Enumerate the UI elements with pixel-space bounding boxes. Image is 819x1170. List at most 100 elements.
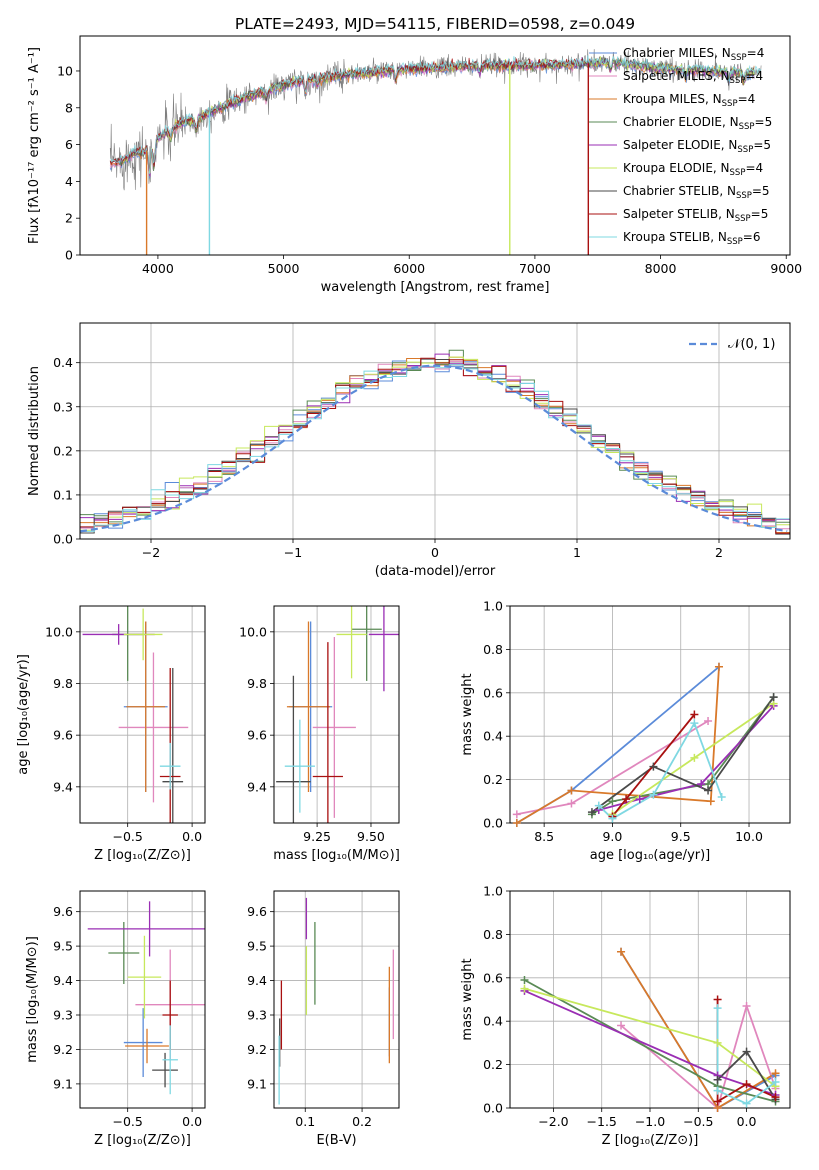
panel-ebv-mass: 0.1 0.2 9.1 9.2 9.3 9.4 9.5 9.6 E(B-V) bbox=[247, 890, 400, 1148]
weight-series-line bbox=[716, 1008, 777, 1105]
y-tick-label: 9.2 bbox=[53, 1042, 73, 1057]
panel-z-mass: −0.5 0.0 9.1 9.2 9.3 9.4 9.5 9.6 Z [log₁₀(Z/Z⊙)]… bbox=[25, 890, 206, 1148]
y-tick-label: 10.0 bbox=[45, 624, 73, 639]
x-tick-label: 0.0 bbox=[182, 1114, 202, 1129]
y-tick-label: 0.8 bbox=[483, 927, 503, 942]
y-tick-label: 1.0 bbox=[483, 599, 503, 614]
x-tick-label: 5000 bbox=[268, 261, 300, 276]
x-tick-label: −1.0 bbox=[635, 1114, 665, 1129]
legend-entry-main: Salpeter MILES, N bbox=[623, 69, 730, 83]
y-tick-label: 9.6 bbox=[53, 728, 73, 743]
x-tick-label: 8000 bbox=[645, 261, 677, 276]
y-tick-label: 0 bbox=[65, 248, 73, 263]
weight-point-marker bbox=[690, 753, 699, 762]
y-tick-label: 9.4 bbox=[247, 779, 267, 794]
weight-point-marker bbox=[713, 1086, 722, 1095]
y-tick-label: 9.5 bbox=[53, 939, 73, 954]
legend-entry-sub: SSP bbox=[739, 122, 755, 132]
weight-point-marker bbox=[742, 1099, 751, 1108]
x-tick-label: 7000 bbox=[519, 261, 551, 276]
x-tick-label: −1 bbox=[284, 545, 302, 560]
weight-point-marker bbox=[649, 790, 658, 799]
weight-point-marker bbox=[690, 710, 699, 719]
legend-entry-count: =5 bbox=[753, 138, 771, 152]
weight-point-marker bbox=[713, 995, 722, 1004]
spectrum-data-line bbox=[109, 49, 762, 191]
weight-point-marker bbox=[520, 984, 529, 993]
plot-area bbox=[278, 897, 394, 1105]
weight-series-line bbox=[591, 696, 775, 816]
axes-frame bbox=[273, 605, 400, 824]
y-axis-label: mass weight bbox=[460, 673, 475, 755]
y-tick-label: 9.5 bbox=[247, 939, 267, 954]
y-tick-label: 1.0 bbox=[483, 884, 503, 899]
x-axis-label: Z [log₁₀(Z/Z⊙)] bbox=[94, 848, 191, 863]
legend-entry-sub: SSP bbox=[727, 237, 743, 247]
weight-point-marker bbox=[617, 947, 626, 956]
plot-area bbox=[524, 951, 777, 1108]
legend-entry-count: =5 bbox=[751, 207, 769, 221]
legend-entry-count: =5 bbox=[752, 184, 770, 198]
weight-point-marker bbox=[697, 779, 706, 788]
weight-point-marker bbox=[713, 1075, 722, 1084]
weight-point-marker bbox=[713, 1097, 722, 1106]
legend-entry: Salpeter ELODIE, NSSP=5 bbox=[623, 138, 771, 155]
x-tick-label: 9.50 bbox=[357, 829, 385, 844]
weight-point-marker bbox=[771, 1077, 780, 1086]
x-tick-label: 9.5 bbox=[671, 829, 691, 844]
y-axis-label: Normed distribution bbox=[27, 366, 42, 496]
y-axis-label: mass weight bbox=[460, 958, 475, 1040]
plot-area bbox=[87, 901, 205, 1095]
weight-point-marker bbox=[617, 1021, 626, 1030]
legend-entry-main: Salpeter STELIB, N bbox=[623, 207, 735, 221]
x-tick-label: 6000 bbox=[393, 261, 425, 276]
axes-frame bbox=[79, 890, 206, 1109]
x-tick-label: −0.5 bbox=[683, 1114, 713, 1129]
legend-entry-sub: SSP bbox=[731, 53, 747, 63]
y-tick-label: 0.3 bbox=[53, 399, 73, 414]
y-tick-label: 9.3 bbox=[247, 1008, 267, 1023]
x-tick-label: 9000 bbox=[770, 261, 802, 276]
weight-point-marker bbox=[635, 795, 644, 804]
y-tick-label: 0.2 bbox=[483, 1057, 503, 1072]
y-tick-label: 9.1 bbox=[247, 1076, 267, 1091]
x-axis-label: E(B-V) bbox=[316, 1133, 356, 1148]
panel-residuals: −2 −1 0 1 2 0.0 0.1 0.2 0.3 0.4 (data-model)/error… bbox=[27, 322, 791, 579]
plot-area bbox=[276, 606, 399, 823]
y-tick-label: 9.6 bbox=[247, 904, 267, 919]
x-tick-label: 1 bbox=[573, 545, 581, 560]
panel-z-age: −0.5 0.0 9.4 9.6 9.8 10.0 Z [log₁₀(Z/Z⊙)] age [… bbox=[16, 605, 206, 863]
y-tick-label: 9.8 bbox=[53, 676, 73, 691]
legend-entry-count: =4 bbox=[738, 92, 756, 106]
x-tick-label: 0.0 bbox=[182, 829, 202, 844]
weight-point-marker bbox=[512, 810, 521, 819]
y-tick-label: 0.4 bbox=[53, 355, 73, 370]
x-tick-label: −2.0 bbox=[538, 1114, 568, 1129]
weight-point-marker bbox=[690, 719, 699, 728]
legend-entry-main: Chabrier MILES, N bbox=[623, 46, 731, 60]
legend-entry-sub: SSP bbox=[737, 145, 753, 155]
legend-entry-count: =4 bbox=[747, 46, 765, 60]
legend-entry: Chabrier MILES, NSSP=4 bbox=[623, 46, 764, 63]
x-tick-label: 8.5 bbox=[534, 829, 554, 844]
panel-spectrum: 4000 5000 6000 7000 8000 9000 0 2 4 6 8 10 wavelengt… bbox=[27, 35, 802, 295]
y-tick-label: 10.0 bbox=[239, 624, 267, 639]
legend-entry: Salpeter MILES, NSSP=4 bbox=[623, 69, 763, 86]
weight-point-marker bbox=[713, 1004, 722, 1013]
y-tick-label: 10 bbox=[57, 63, 73, 78]
y-tick-label: 9.4 bbox=[53, 779, 73, 794]
y-tick-label: 0.4 bbox=[483, 729, 503, 744]
x-tick-label: 2 bbox=[715, 545, 723, 560]
legend-entry-main: Kroupa ELODIE, N bbox=[623, 161, 730, 175]
y-tick-label: 2 bbox=[65, 211, 73, 226]
legend-entry-main: Chabrier STELIB, N bbox=[623, 184, 736, 198]
axes-frame bbox=[79, 605, 206, 824]
axes-frame bbox=[273, 890, 400, 1109]
x-axis-label: Z [log₁₀(Z/Z⊙)] bbox=[602, 1133, 699, 1148]
weight-point-marker bbox=[608, 797, 617, 806]
y-tick-label: 0.0 bbox=[483, 816, 503, 831]
legend-entry-count: =4 bbox=[745, 161, 763, 175]
x-tick-label: −1.5 bbox=[587, 1114, 617, 1129]
